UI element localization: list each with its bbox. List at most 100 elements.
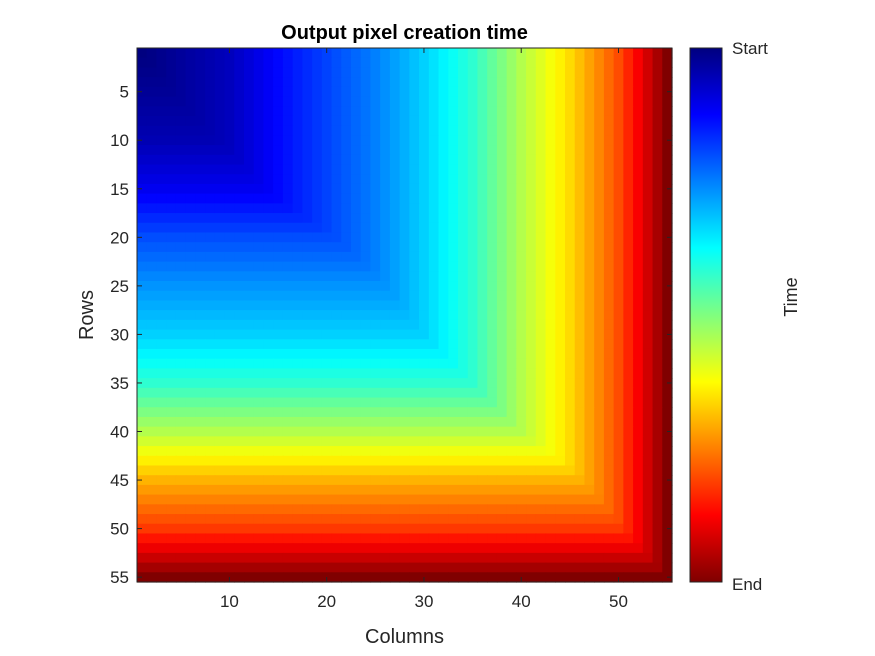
heatmap-cell — [389, 154, 401, 166]
heatmap-cell — [399, 193, 410, 204]
heatmap-cell — [633, 348, 644, 360]
heatmap-cell — [185, 562, 196, 573]
heatmap-cell — [234, 484, 245, 496]
heatmap-cell — [380, 271, 391, 282]
heatmap-cell — [389, 48, 401, 59]
heatmap-cell — [137, 446, 148, 457]
heatmap-cell — [224, 446, 235, 457]
heatmap-cell — [506, 426, 517, 437]
heatmap-cell — [594, 407, 605, 418]
heatmap-cell — [273, 329, 284, 340]
heatmap-cell — [195, 436, 206, 447]
heatmap-cell — [253, 86, 265, 98]
heatmap-cell — [487, 572, 498, 583]
heatmap-cell — [477, 281, 488, 292]
heatmap-cell — [438, 446, 449, 457]
heatmap-cell — [419, 106, 430, 117]
heatmap-cell — [399, 494, 410, 505]
heatmap-cell — [370, 310, 381, 321]
heatmap-cell — [351, 514, 362, 525]
chart-title: Output pixel creation time — [281, 22, 528, 44]
heatmap-cell — [321, 96, 333, 107]
heatmap-cell — [234, 193, 245, 204]
y-tick-label: 55 — [110, 568, 129, 587]
heatmap-cell — [341, 397, 352, 408]
heatmap-cell — [292, 174, 303, 185]
heatmap-cell — [175, 562, 187, 573]
heatmap-cell — [594, 261, 605, 272]
heatmap-cell — [370, 232, 381, 243]
colorbar: Start End Time — [689, 39, 801, 594]
heatmap-cell — [302, 475, 313, 486]
heatmap-cell — [234, 232, 245, 243]
heatmap-cell — [205, 358, 216, 369]
heatmap-cell — [273, 426, 284, 437]
heatmap-cell — [214, 514, 226, 525]
heatmap-cell — [516, 310, 527, 321]
heatmap-cell — [633, 319, 644, 331]
heatmap-cell — [185, 446, 196, 457]
heatmap-cell — [214, 378, 226, 389]
heatmap-cell — [458, 67, 469, 78]
heatmap-cell — [399, 135, 410, 146]
heatmap-cell — [399, 164, 410, 175]
heatmap-cell — [253, 242, 265, 253]
heatmap-cell — [302, 378, 313, 389]
heatmap-cell — [156, 271, 167, 282]
heatmap-cell — [487, 183, 498, 195]
heatmap-cell — [458, 416, 469, 428]
heatmap-cell — [166, 203, 177, 214]
heatmap-cell — [185, 67, 196, 78]
heatmap-cell — [360, 572, 372, 583]
heatmap-cell — [613, 48, 624, 59]
heatmap-cell — [448, 504, 459, 515]
heatmap-cell — [467, 426, 479, 437]
heatmap-cell — [419, 183, 430, 195]
heatmap-cell — [351, 77, 362, 88]
heatmap-cell — [214, 106, 226, 117]
heatmap-cell — [428, 77, 440, 88]
heatmap-cell — [458, 358, 469, 369]
heatmap-cell — [545, 164, 556, 175]
heatmap-cell — [166, 271, 177, 282]
heatmap-cell — [312, 145, 323, 156]
heatmap-cell — [419, 455, 430, 467]
heatmap-cell — [195, 213, 206, 224]
heatmap-cell — [603, 115, 615, 127]
heatmap-cell — [321, 183, 333, 195]
heatmap-cell — [175, 455, 187, 467]
heatmap-cell — [321, 416, 333, 428]
heatmap-cell — [351, 203, 362, 214]
heatmap-cell — [438, 572, 449, 583]
heatmap-cell — [555, 48, 566, 59]
heatmap-cell — [448, 125, 459, 136]
heatmap-cell — [506, 203, 517, 214]
heatmap-cell — [156, 57, 167, 69]
heatmap-cell — [205, 300, 216, 311]
heatmap-cell — [302, 562, 313, 573]
heatmap-cell — [185, 465, 196, 476]
heatmap-cell — [467, 261, 479, 272]
heatmap-cell — [419, 77, 430, 88]
heatmap-cell — [370, 436, 381, 447]
heatmap-cell — [555, 290, 566, 302]
heatmap-cell — [244, 183, 255, 195]
heatmap-cell — [185, 106, 196, 117]
heatmap-cell — [652, 232, 663, 243]
heatmap-cell — [205, 378, 216, 389]
heatmap-cell — [467, 552, 479, 564]
heatmap-cell — [409, 67, 420, 78]
heatmap-cell — [156, 242, 167, 253]
heatmap-cell — [535, 378, 547, 389]
heatmap-cell — [623, 67, 634, 78]
heatmap-cell — [137, 378, 148, 389]
heatmap-cell — [506, 213, 517, 224]
heatmap-cell — [360, 310, 372, 321]
heatmap-cell — [146, 368, 158, 379]
heatmap-cell — [555, 407, 566, 418]
heatmap-cell — [302, 329, 313, 340]
heatmap-cell — [487, 397, 498, 408]
heatmap-cell — [594, 77, 605, 88]
heatmap-cell — [380, 242, 391, 253]
heatmap-cell — [331, 407, 342, 418]
